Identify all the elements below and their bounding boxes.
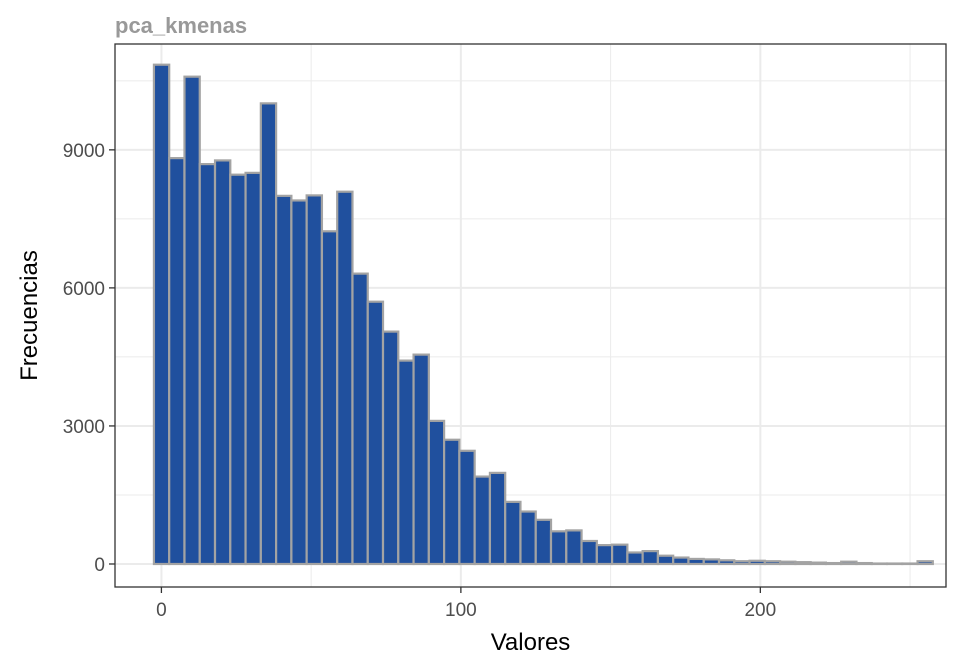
histogram-bar [443, 438, 461, 566]
histogram-bar [916, 560, 934, 566]
histogram-bar [504, 500, 522, 566]
histogram-bar [672, 556, 690, 566]
histogram-bar [580, 539, 598, 566]
histogram-bar [229, 173, 247, 566]
histogram-bar [778, 560, 797, 566]
histogram-bar [305, 194, 324, 566]
histogram-bar [702, 558, 721, 566]
histogram-bar [427, 419, 446, 566]
histogram-bar [534, 518, 553, 566]
histogram-bar [275, 194, 293, 566]
histogram-bar [183, 75, 201, 566]
histogram-bar [840, 560, 858, 566]
y-tick-label: 0 [94, 555, 105, 576]
histogram-bar [733, 560, 751, 566]
panel-border [114, 43, 947, 588]
histogram-bar [381, 330, 400, 566]
histogram-bar [519, 510, 537, 566]
histogram-bar [351, 272, 369, 566]
histogram-bar [794, 561, 812, 566]
y-axis-ticks: 0 3000 6000 9000 [63, 141, 115, 576]
histogram-bar [611, 543, 629, 566]
histogram-bar [656, 554, 675, 566]
histogram-bar [366, 300, 385, 566]
histogram-bar [152, 63, 171, 566]
histogram-bar [763, 560, 782, 566]
histogram-bar [213, 159, 232, 566]
histogram-bar [641, 550, 660, 566]
histogram-bar [397, 359, 415, 566]
histogram-bar [198, 163, 217, 566]
histogram-bar [549, 530, 568, 566]
histogram-bar [687, 557, 705, 566]
y-tick-label: 9000 [63, 141, 105, 162]
histogram-bar [717, 559, 736, 566]
histogram-bar [259, 102, 278, 566]
histogram-bar [458, 449, 476, 566]
histogram-bar [412, 353, 430, 566]
x-tick-label: 0 [156, 600, 167, 621]
histogram-bar [336, 190, 354, 566]
histogram-bar [824, 561, 843, 566]
histogram-bar [168, 157, 186, 566]
y-tick-label: 6000 [63, 279, 105, 300]
y-axis-title: Frecuencias [16, 250, 43, 381]
histogram-bar [473, 475, 492, 566]
x-tick-label: 100 [445, 600, 477, 621]
histogram-bar [855, 561, 873, 566]
histogram-bar [320, 230, 339, 566]
histogram-bar [244, 171, 262, 566]
x-tick-label: 200 [744, 600, 776, 621]
y-tick-label: 3000 [63, 417, 105, 438]
histogram-bar [809, 561, 828, 566]
histogram-bar [595, 544, 614, 566]
histogram-bars [152, 63, 934, 566]
histogram-bar [565, 529, 583, 566]
histogram-bar [290, 199, 308, 566]
histogram-bar [488, 471, 507, 566]
x-axis-title: Valores [491, 629, 571, 656]
histogram-bar [748, 559, 766, 566]
x-axis-ticks: 0 100 200 [156, 587, 776, 621]
histogram-bar [626, 551, 644, 566]
chart-title: pca_kmenas [115, 13, 247, 38]
